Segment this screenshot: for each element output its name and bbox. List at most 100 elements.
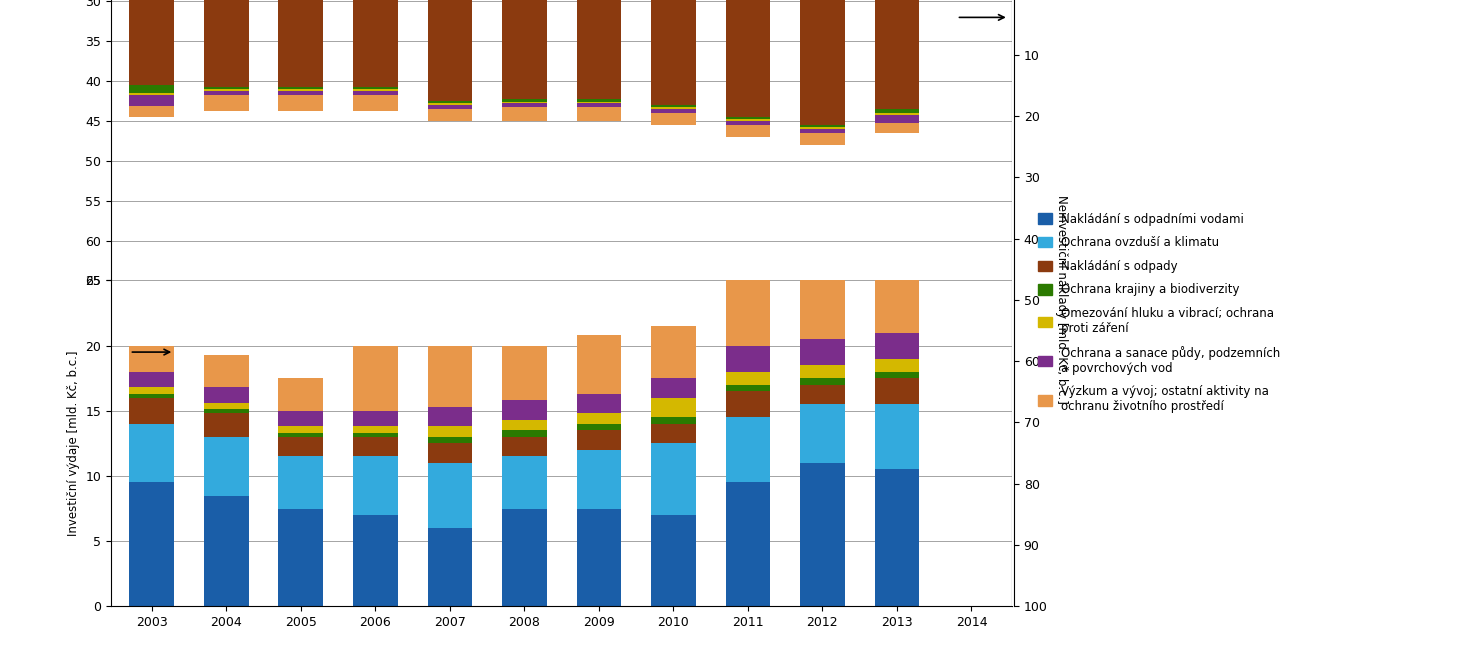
Bar xyxy=(353,87,398,89)
Bar xyxy=(650,398,696,417)
Bar xyxy=(650,326,696,378)
Bar xyxy=(503,102,547,104)
Bar xyxy=(278,91,324,95)
Bar xyxy=(503,509,547,606)
Bar xyxy=(726,121,770,125)
Bar xyxy=(130,85,174,93)
Bar xyxy=(204,496,248,606)
Bar xyxy=(875,113,919,115)
Bar xyxy=(130,93,174,95)
Bar xyxy=(800,339,845,365)
Bar xyxy=(130,106,174,117)
Bar xyxy=(503,430,547,437)
Bar xyxy=(875,469,919,606)
Bar xyxy=(204,355,248,387)
Bar xyxy=(427,407,473,426)
Bar xyxy=(503,346,547,400)
Y-axis label: Neinvestiční náklady [mld. Kč, b.c.]: Neinvestiční náklady [mld. Kč, b.c.] xyxy=(1055,196,1069,404)
Bar xyxy=(726,482,770,606)
Bar xyxy=(503,100,547,102)
Bar xyxy=(503,420,547,430)
Bar xyxy=(800,385,845,404)
Bar xyxy=(576,100,621,102)
Bar xyxy=(875,378,919,404)
Bar xyxy=(427,443,473,463)
Bar xyxy=(650,417,696,424)
Legend: Nakládání s odpadními vodami, Ochrana ovzduší a klimatu, Nakládání s odpady, Och: Nakládání s odpadními vodami, Ochrana ov… xyxy=(1033,208,1286,418)
Bar xyxy=(278,378,324,411)
Bar xyxy=(130,482,174,606)
Bar xyxy=(726,0,770,117)
Bar xyxy=(875,372,919,378)
Bar xyxy=(726,385,770,391)
Bar xyxy=(875,109,919,113)
Bar xyxy=(726,119,770,121)
Bar xyxy=(726,372,770,385)
Bar xyxy=(278,456,324,509)
Bar xyxy=(353,515,398,606)
Bar xyxy=(130,394,174,398)
Bar xyxy=(353,0,398,87)
Bar xyxy=(576,413,621,424)
Bar xyxy=(875,333,919,359)
Bar xyxy=(427,104,473,105)
Bar xyxy=(353,91,398,95)
Bar xyxy=(650,109,696,113)
Bar xyxy=(130,0,174,85)
Bar xyxy=(204,403,248,409)
Bar xyxy=(576,394,621,413)
Bar xyxy=(204,89,248,91)
Bar xyxy=(800,129,845,133)
Bar xyxy=(278,0,324,87)
Bar xyxy=(278,89,324,91)
Bar xyxy=(130,372,174,387)
Bar xyxy=(726,117,770,119)
Bar xyxy=(353,426,398,433)
Bar xyxy=(278,95,324,111)
Bar xyxy=(800,0,845,125)
Bar xyxy=(650,443,696,515)
Bar xyxy=(576,450,621,509)
Bar xyxy=(726,280,770,346)
Bar xyxy=(800,125,845,127)
Bar xyxy=(204,409,248,413)
Bar xyxy=(875,0,919,109)
Bar xyxy=(800,280,845,339)
Bar xyxy=(427,0,473,101)
Bar xyxy=(576,108,621,121)
Bar xyxy=(650,515,696,606)
Bar xyxy=(353,456,398,515)
Bar xyxy=(576,509,621,606)
Bar xyxy=(278,509,324,606)
Bar xyxy=(576,335,621,394)
Bar xyxy=(650,113,696,125)
Bar xyxy=(726,125,770,137)
Bar xyxy=(650,108,696,109)
Bar xyxy=(130,387,174,394)
Bar xyxy=(353,433,398,437)
Bar xyxy=(875,404,919,469)
Bar xyxy=(800,127,845,129)
Bar xyxy=(130,95,174,106)
Bar xyxy=(503,400,547,420)
Bar xyxy=(726,417,770,482)
Bar xyxy=(278,433,324,437)
Bar xyxy=(800,404,845,463)
Bar xyxy=(726,391,770,417)
Bar xyxy=(204,0,248,87)
Bar xyxy=(875,359,919,372)
Bar xyxy=(427,105,473,109)
Bar xyxy=(278,437,324,456)
Bar xyxy=(576,104,621,108)
Bar xyxy=(427,109,473,121)
Bar xyxy=(204,95,248,111)
Bar xyxy=(576,424,621,430)
Bar xyxy=(204,437,248,496)
Bar xyxy=(353,411,398,426)
Bar xyxy=(278,426,324,433)
Bar xyxy=(503,456,547,509)
Bar xyxy=(278,87,324,89)
Bar xyxy=(204,387,248,403)
Y-axis label: Investiční výdaje [mld. Kč, b.c.]: Investiční výdaje [mld. Kč, b.c.] xyxy=(67,351,80,536)
Bar xyxy=(875,115,919,123)
